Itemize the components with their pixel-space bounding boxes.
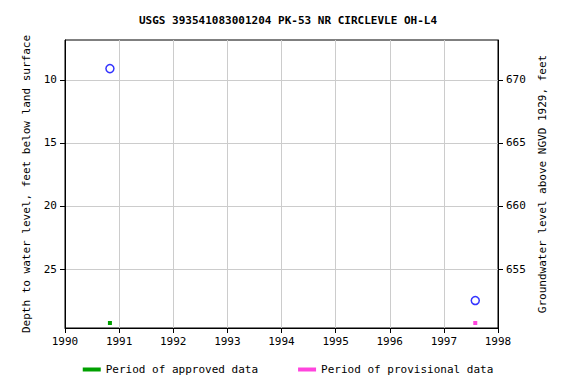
- svg-text:665: 665: [506, 136, 526, 149]
- svg-text:Groundwater level above NGVD 1: Groundwater level above NGVD 1929, feet: [536, 55, 549, 313]
- svg-text:1997: 1997: [431, 335, 458, 348]
- svg-text:1994: 1994: [268, 335, 295, 348]
- svg-text:10: 10: [44, 73, 57, 86]
- svg-text:USGS 393541083001204 PK-53 NR: USGS 393541083001204 PK-53 NR CIRCLEVLE …: [139, 14, 437, 27]
- svg-text:15: 15: [44, 136, 57, 149]
- svg-text:20: 20: [44, 199, 57, 212]
- svg-text:1995: 1995: [322, 335, 349, 348]
- svg-text:Period of provisional data: Period of provisional data: [321, 363, 493, 376]
- svg-text:1992: 1992: [160, 335, 187, 348]
- svg-text:670: 670: [506, 73, 526, 86]
- svg-text:1991: 1991: [106, 335, 133, 348]
- svg-text:655: 655: [506, 263, 526, 276]
- svg-text:1998: 1998: [485, 335, 512, 348]
- svg-text:660: 660: [506, 199, 526, 212]
- svg-text:25: 25: [44, 263, 57, 276]
- svg-text:1993: 1993: [214, 335, 241, 348]
- svg-text:Period of approved data: Period of approved data: [106, 363, 258, 376]
- svg-text:Depth to water level, feet bel: Depth to water level, feet below land su…: [20, 35, 33, 333]
- svg-text:1990: 1990: [52, 335, 79, 348]
- svg-text:1996: 1996: [377, 335, 404, 348]
